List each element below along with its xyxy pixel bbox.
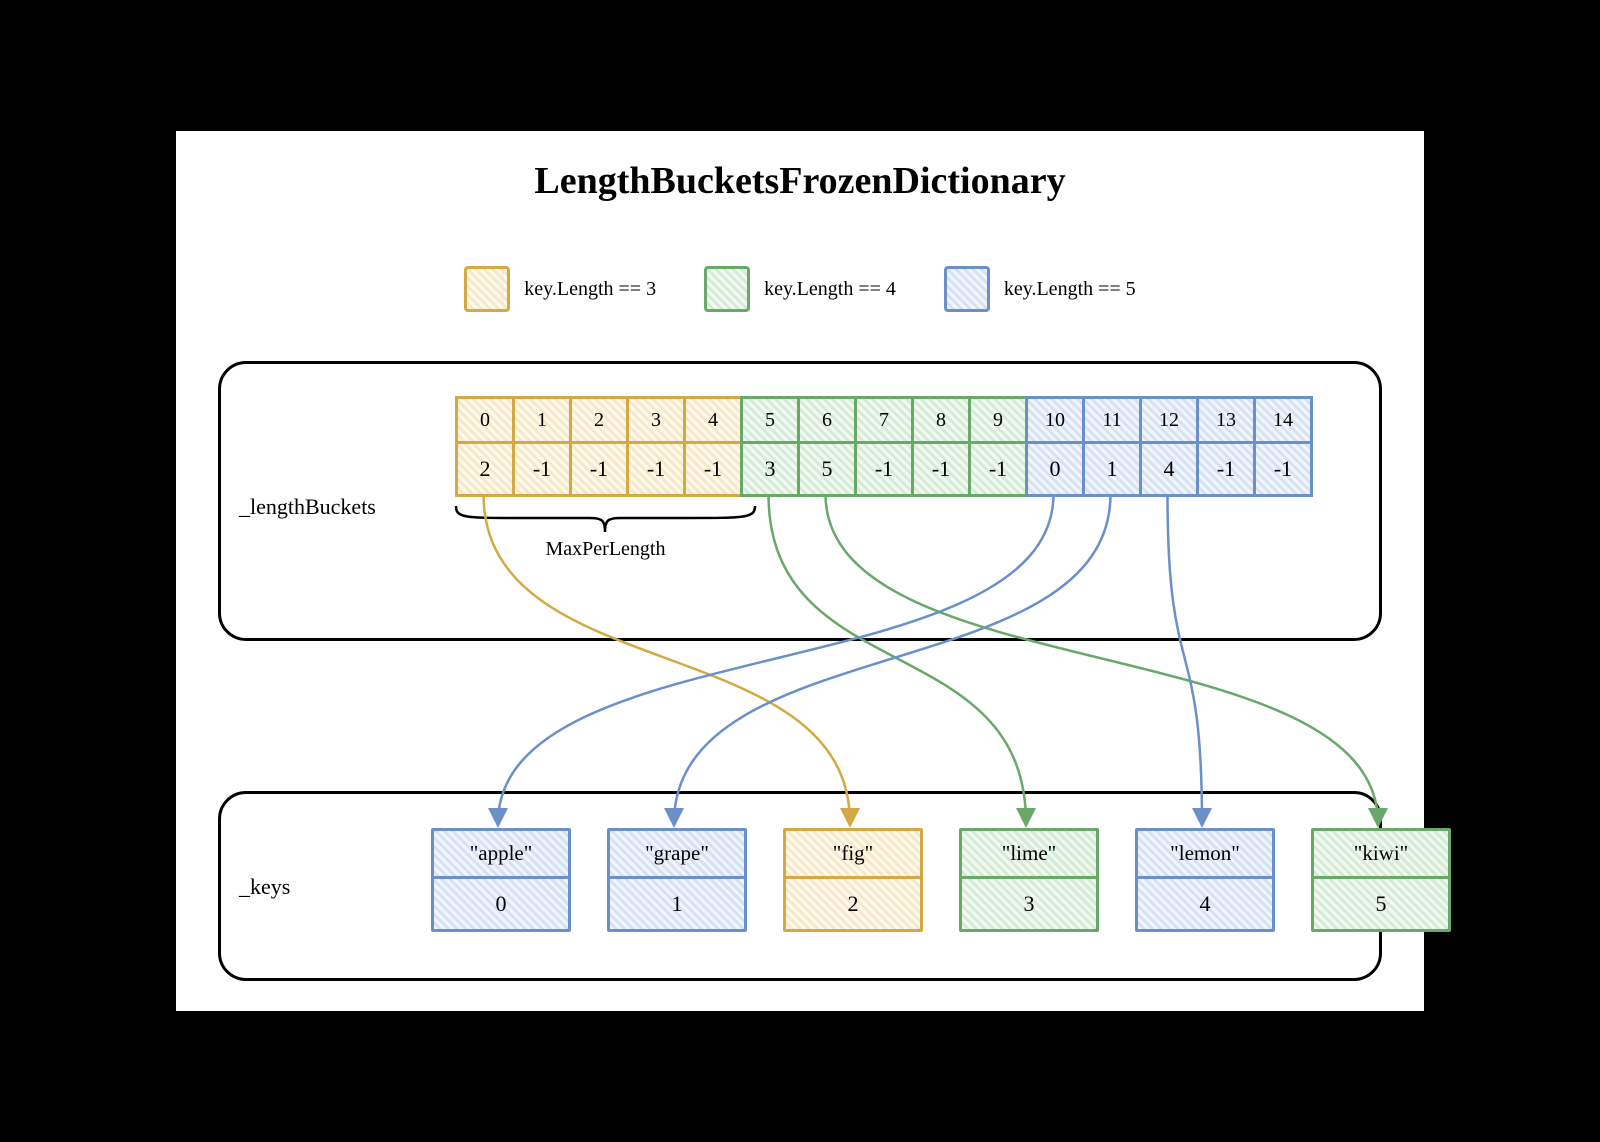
buckets-grid: 0 21 -12 -13 -14 -15 36 57 -18 — [458, 396, 1313, 497]
key-index: 1 — [610, 879, 744, 929]
key-cell: "lemon" 4 — [1135, 828, 1275, 932]
key-cell: "apple" 0 — [431, 828, 571, 932]
bucket-value: -1 — [512, 441, 572, 497]
bucket-index: 10 — [1025, 396, 1085, 444]
bucket-index: 3 — [626, 396, 686, 444]
bucket-value: -1 — [854, 441, 914, 497]
bucket-index: 8 — [911, 396, 971, 444]
key-name: "apple" — [434, 831, 568, 879]
bucket-index: 5 — [740, 396, 800, 444]
legend: key.Length == 3 key.Length == 4 key.Leng… — [176, 266, 1424, 312]
key-name: "lemon" — [1138, 831, 1272, 879]
bucket-value: -1 — [968, 441, 1028, 497]
bucket-index: 9 — [968, 396, 1028, 444]
bucket-value: 2 — [455, 441, 515, 497]
key-index: 5 — [1314, 879, 1448, 929]
keys-row: "apple" 0 "grape" 1 "fig" 2 "lime" 3 "lemon"… — [431, 828, 1451, 932]
bucket-value: 1 — [1082, 441, 1142, 497]
diagram-title: LengthBucketsFrozenDictionary — [176, 159, 1424, 203]
key-index: 2 — [786, 879, 920, 929]
legend-text: key.Length == 5 — [1004, 278, 1136, 301]
bucket-index: 14 — [1253, 396, 1313, 444]
brace-label: MaxPerLength — [454, 538, 757, 561]
key-index: 0 — [434, 879, 568, 929]
key-name: "kiwi" — [1314, 831, 1448, 879]
bucket-value: -1 — [1253, 441, 1313, 497]
key-name: "lime" — [962, 831, 1096, 879]
legend-text: key.Length == 4 — [764, 278, 896, 301]
key-cell: "lime" 3 — [959, 828, 1099, 932]
bucket-value: 0 — [1025, 441, 1085, 497]
keys-label: _keys — [239, 874, 290, 900]
length-buckets-label: _lengthBuckets — [239, 494, 376, 520]
bucket-value: -1 — [911, 441, 971, 497]
key-cell: "fig" 2 — [783, 828, 923, 932]
key-index: 3 — [962, 879, 1096, 929]
bucket-index: 11 — [1082, 396, 1142, 444]
brace-annotation: MaxPerLength — [454, 504, 757, 561]
keys-panel: _keys "apple" 0"grape" 1"fig" 2"lime" 3"… — [218, 791, 1382, 981]
bucket-value: 3 — [740, 441, 800, 497]
key-name: "fig" — [786, 831, 920, 879]
legend-swatch — [704, 266, 750, 312]
bucket-value: -1 — [626, 441, 686, 497]
length-buckets-panel: _lengthBuckets 0 21 -12 -13 -14 -15 36 5… — [218, 361, 1382, 641]
key-cell: "kiwi" 5 — [1311, 828, 1451, 932]
key-cell: "grape" 1 — [607, 828, 747, 932]
legend-swatch — [944, 266, 990, 312]
key-index: 4 — [1138, 879, 1272, 929]
legend-swatch — [464, 266, 510, 312]
bucket-index: 2 — [569, 396, 629, 444]
bucket-index: 4 — [683, 396, 743, 444]
bucket-value: 5 — [797, 441, 857, 497]
bucket-index: 0 — [455, 396, 515, 444]
bucket-index: 13 — [1196, 396, 1256, 444]
bucket-index: 6 — [797, 396, 857, 444]
legend-text: key.Length == 3 — [524, 278, 656, 301]
bucket-value: 4 — [1139, 441, 1199, 497]
bucket-value: -1 — [1196, 441, 1256, 497]
bucket-index: 12 — [1139, 396, 1199, 444]
legend-item: key.Length == 5 — [944, 266, 1136, 312]
legend-item: key.Length == 3 — [464, 266, 656, 312]
key-name: "grape" — [610, 831, 744, 879]
bucket-value: -1 — [683, 441, 743, 497]
bucket-index: 1 — [512, 396, 572, 444]
bucket-value: -1 — [569, 441, 629, 497]
diagram-canvas: LengthBucketsFrozenDictionary key.Length… — [160, 115, 1440, 1027]
legend-item: key.Length == 4 — [704, 266, 896, 312]
bucket-index: 7 — [854, 396, 914, 444]
